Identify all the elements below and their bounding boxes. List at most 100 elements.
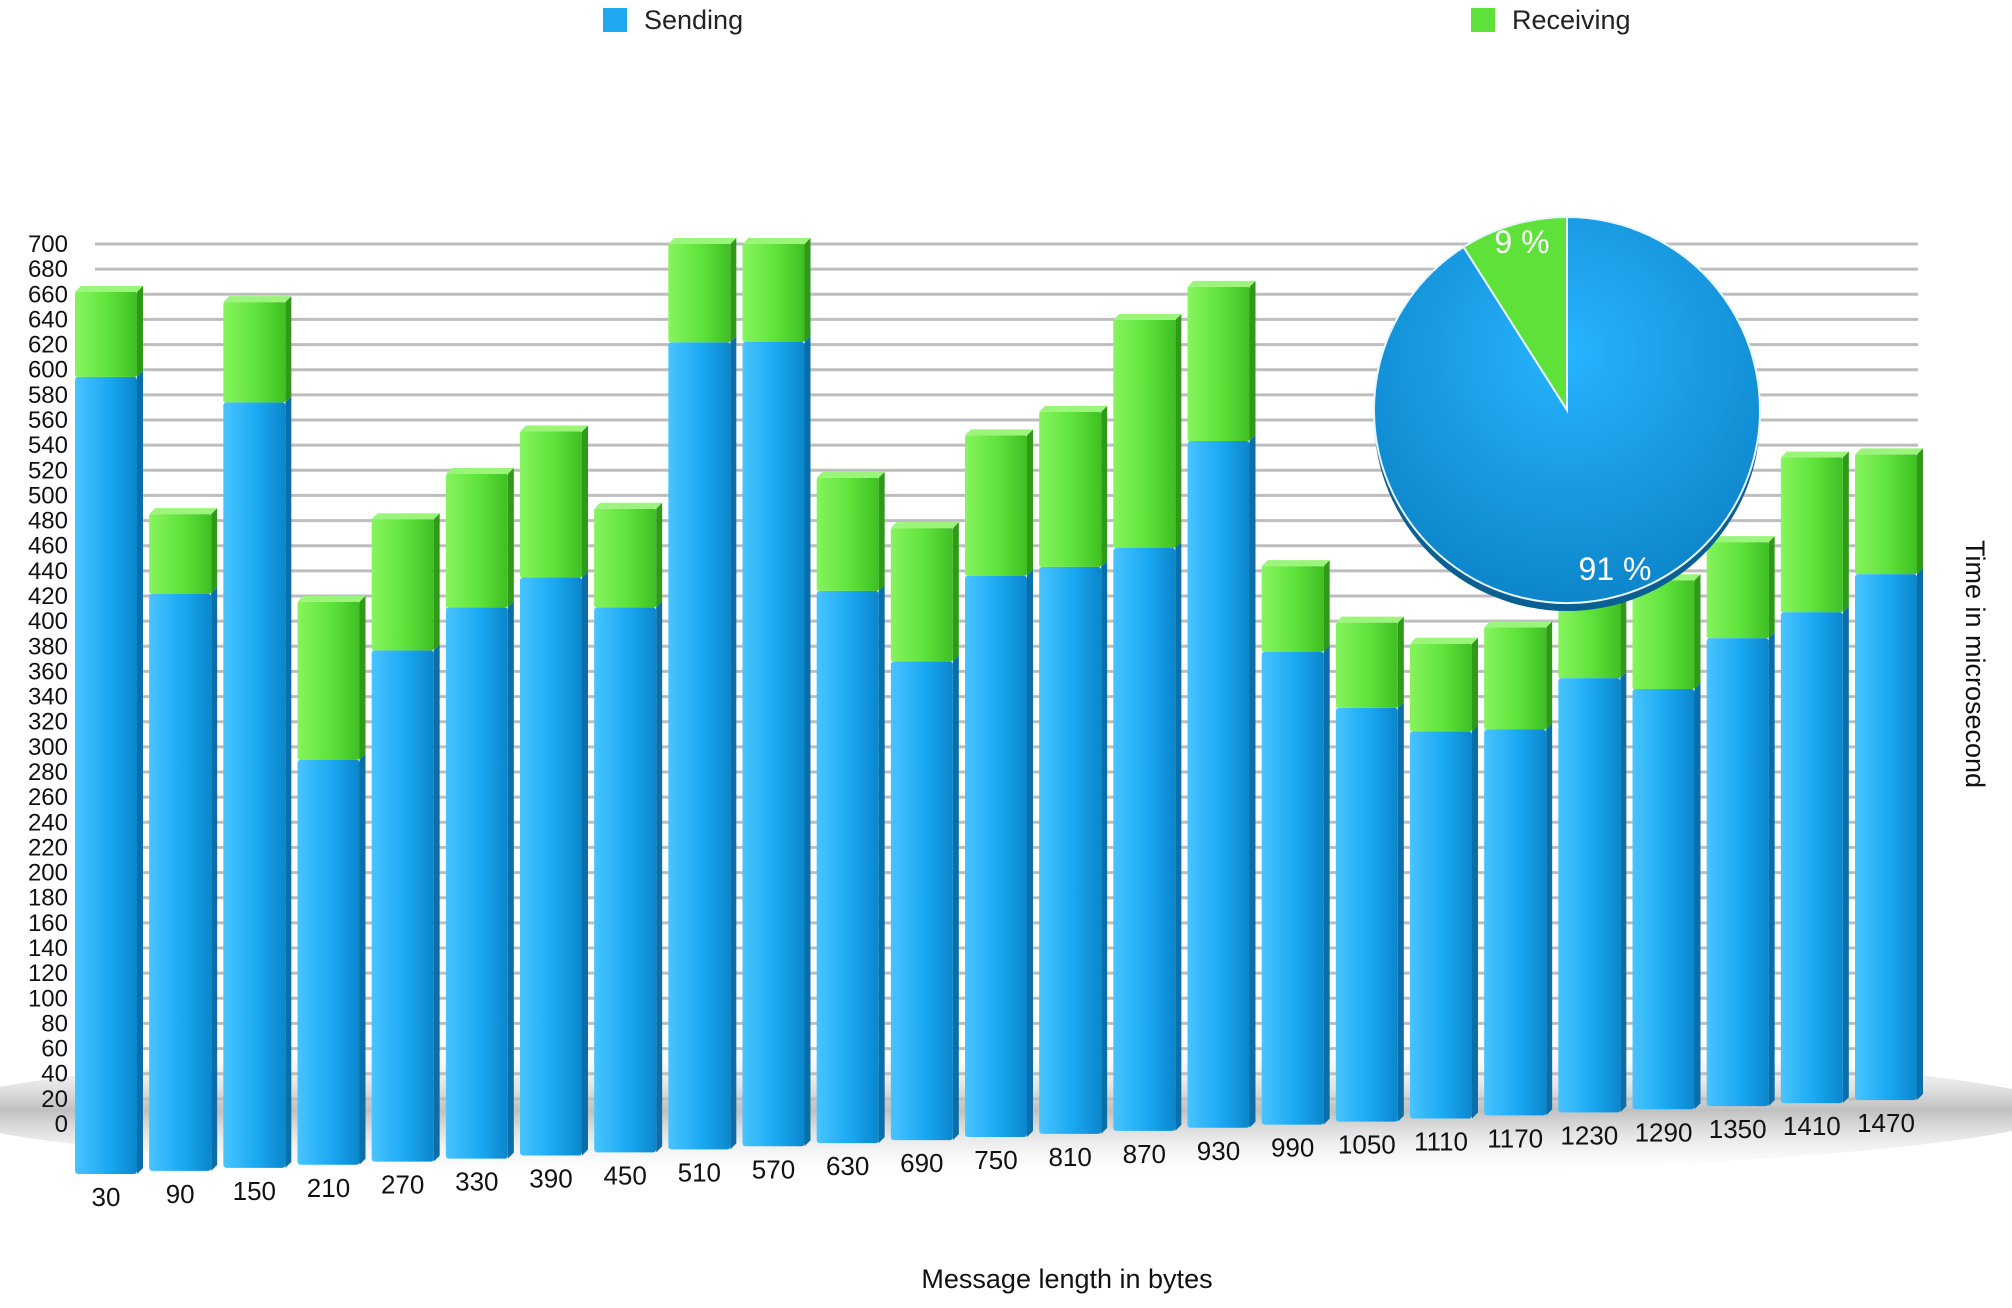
y-tick-label: 540 bbox=[28, 432, 68, 459]
y-tick-label: 480 bbox=[28, 508, 68, 535]
bar-receiving bbox=[890, 528, 953, 662]
bar-side-sending bbox=[1546, 723, 1553, 1116]
bar-receiving bbox=[1335, 622, 1398, 708]
bar-top-cap bbox=[1855, 448, 1923, 455]
bar-sending bbox=[1261, 651, 1324, 1125]
bar-receiving bbox=[1558, 591, 1621, 679]
bar-side-sending bbox=[1768, 632, 1775, 1107]
x-tick-label: 690 bbox=[900, 1148, 943, 1178]
bar-sending bbox=[1484, 729, 1547, 1116]
bar-sending bbox=[742, 341, 805, 1147]
x-tick-label: 1410 bbox=[1783, 1111, 1841, 1141]
pie-chart: 91 % 9 % bbox=[1373, 215, 1761, 611]
bar-receiving bbox=[965, 435, 1027, 576]
bars bbox=[75, 238, 1923, 1174]
y-tick-label: 680 bbox=[28, 256, 68, 283]
y-tick-label: 660 bbox=[28, 281, 68, 308]
bar-side-sending bbox=[1694, 682, 1701, 1110]
bar-side-receiving bbox=[137, 285, 143, 377]
y-tick-label: 600 bbox=[28, 357, 68, 384]
bar-side-sending bbox=[1397, 701, 1404, 1122]
bar-top-cap bbox=[520, 425, 588, 432]
y-tick-label: 100 bbox=[28, 985, 68, 1012]
bar-receiving bbox=[1187, 286, 1250, 441]
bar-side-sending bbox=[952, 655, 959, 1141]
bar-sending bbox=[1113, 548, 1176, 1131]
bar-receiving bbox=[75, 291, 137, 377]
bar-sending bbox=[445, 607, 508, 1159]
bar-receiving bbox=[297, 601, 360, 760]
y-tick-label: 140 bbox=[28, 935, 68, 962]
bar-side-receiving bbox=[1768, 536, 1775, 639]
x-tick-label: 210 bbox=[307, 1173, 350, 1203]
y-tick-label: 0 bbox=[55, 1111, 68, 1138]
x-tick-label: 570 bbox=[752, 1154, 795, 1184]
bar-sending bbox=[75, 376, 137, 1174]
bar-receiving bbox=[594, 508, 657, 608]
bar-top-cap bbox=[1780, 451, 1849, 458]
bar-sending bbox=[1780, 612, 1843, 1104]
bar-receiving bbox=[1261, 566, 1324, 652]
bar-top-cap bbox=[1113, 314, 1182, 321]
pie-label-receiving: 9 % bbox=[1494, 224, 1549, 260]
bar-side-sending bbox=[285, 396, 292, 1168]
bar-top-cap bbox=[149, 508, 218, 515]
legend-label-receiving: Receiving bbox=[1512, 5, 1631, 35]
bar-sending bbox=[1187, 440, 1250, 1128]
bar-side-sending bbox=[1917, 568, 1923, 1100]
bar-top-cap bbox=[1335, 616, 1404, 623]
bar-side-sending bbox=[878, 584, 885, 1144]
bar-sending bbox=[223, 402, 286, 1168]
y-tick-label: 460 bbox=[28, 533, 68, 560]
bar-receiving bbox=[520, 431, 582, 578]
y-tick-label: 500 bbox=[28, 482, 68, 509]
bar-sending bbox=[1335, 707, 1398, 1122]
bar-top-cap bbox=[223, 296, 292, 303]
bar-sending bbox=[1039, 566, 1102, 1134]
bar-side-sending bbox=[1323, 645, 1330, 1125]
bar-sending bbox=[520, 577, 582, 1156]
bar-side-sending bbox=[1027, 569, 1033, 1137]
bar-sending bbox=[1632, 688, 1695, 1110]
y-tick-label: 320 bbox=[28, 709, 68, 736]
y-tick-label: 440 bbox=[28, 558, 68, 585]
x-tick-label: 810 bbox=[1048, 1142, 1091, 1172]
pie-slice-receiving bbox=[1462, 215, 1568, 414]
bar-sending bbox=[965, 575, 1027, 1137]
bar-receiving bbox=[668, 244, 731, 343]
bar-top-cap bbox=[1484, 621, 1553, 628]
bar-receiving bbox=[1855, 454, 1917, 575]
bar-side-sending bbox=[1472, 725, 1478, 1119]
bar-sending bbox=[1855, 574, 1917, 1100]
bar-top-cap bbox=[742, 238, 811, 244]
bar-side-receiving bbox=[952, 522, 959, 662]
y-tick-label: 120 bbox=[28, 960, 68, 987]
bar-sending bbox=[149, 593, 212, 1171]
bar-top-cap bbox=[75, 285, 143, 292]
y-tick-label: 640 bbox=[28, 306, 68, 333]
bar-side-receiving bbox=[1620, 585, 1627, 679]
y-tick-label: 360 bbox=[28, 658, 68, 685]
y-axis-title: Time in microsecond bbox=[1960, 540, 1990, 788]
bar-sending bbox=[594, 607, 657, 1153]
x-axis-title: Message length in bytes bbox=[921, 1264, 1212, 1294]
x-tick-label: 870 bbox=[1123, 1139, 1166, 1169]
bar-top-cap bbox=[445, 467, 514, 474]
x-tick-label: 1470 bbox=[1857, 1108, 1915, 1138]
bar-side-receiving bbox=[1546, 621, 1553, 730]
y-axis-ticks: 0204060801001201401601802002202402602803… bbox=[28, 231, 68, 1138]
bar-side-receiving bbox=[1917, 448, 1923, 575]
bar-side-sending bbox=[1175, 542, 1182, 1131]
bar-top-cap bbox=[1039, 405, 1108, 412]
bar-side-sending bbox=[137, 370, 143, 1174]
bar-side-sending bbox=[804, 335, 811, 1147]
bar-top-cap bbox=[1706, 536, 1775, 543]
bar-side-sending bbox=[1101, 560, 1108, 1134]
y-tick-label: 420 bbox=[28, 583, 68, 610]
y-tick-label: 300 bbox=[28, 734, 68, 761]
x-tick-label: 390 bbox=[529, 1164, 572, 1194]
y-tick-label: 260 bbox=[28, 784, 68, 811]
bar-top-cap bbox=[1187, 280, 1256, 287]
y-tick-label: 80 bbox=[41, 1010, 68, 1037]
